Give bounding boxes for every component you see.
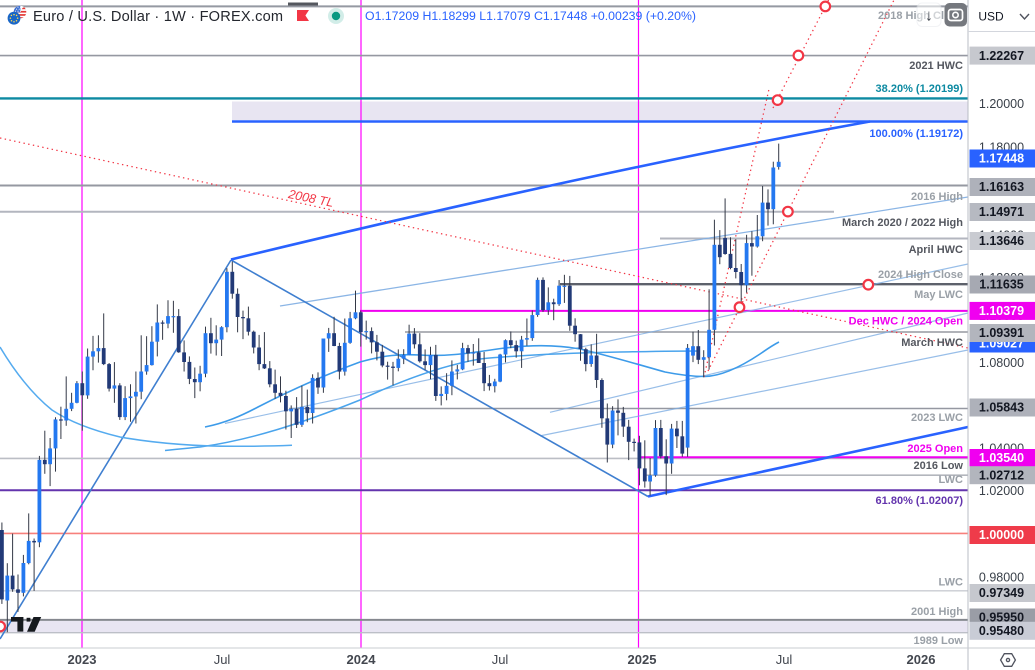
svg-text:March 2020 / 2022 High: March 2020 / 2022 High	[842, 217, 963, 229]
svg-text:LWC: LWC	[939, 474, 963, 486]
svg-text:2024: 2024	[347, 652, 377, 667]
svg-text:2026: 2026	[907, 652, 936, 667]
svg-text:1.22267: 1.22267	[979, 49, 1024, 63]
svg-text:100.00% (1.19172): 100.00% (1.19172)	[869, 128, 963, 140]
svg-text:↓: ↓	[925, 8, 933, 25]
svg-text:2025 Open: 2025 Open	[907, 443, 963, 455]
svg-text:1.05843: 1.05843	[979, 401, 1024, 415]
svg-text:1.10379: 1.10379	[979, 304, 1024, 318]
svg-text:2001 High: 2001 High	[911, 606, 963, 618]
svg-text:Jul: Jul	[776, 652, 793, 667]
svg-text:61.80% (1.02007): 61.80% (1.02007)	[876, 495, 964, 507]
svg-text:2024 High Close: 2024 High Close	[878, 269, 963, 281]
svg-text:1.20000: 1.20000	[979, 97, 1024, 111]
svg-text:1.14971: 1.14971	[979, 205, 1024, 219]
svg-text:Dec HWC / 2024 Open: Dec HWC / 2024 Open	[849, 316, 964, 328]
svg-text:USD: USD	[978, 10, 1004, 24]
svg-text:2025: 2025	[628, 652, 657, 667]
svg-text:1.16163: 1.16163	[979, 180, 1024, 194]
svg-text:April HWC: April HWC	[909, 244, 963, 256]
svg-text:2016 Low: 2016 Low	[913, 460, 963, 472]
svg-text:0.98000: 0.98000	[979, 570, 1024, 584]
svg-text:May LWC: May LWC	[914, 289, 963, 301]
svg-text:Jul: Jul	[214, 652, 231, 667]
svg-text:38.20% (1.20199): 38.20% (1.20199)	[876, 83, 964, 95]
svg-text:1.08000: 1.08000	[979, 356, 1024, 370]
svg-text:2021 HWC: 2021 HWC	[909, 60, 963, 72]
svg-text:0.95480: 0.95480	[979, 624, 1024, 638]
svg-text:1.03540: 1.03540	[979, 451, 1024, 465]
svg-text:March HWC: March HWC	[901, 337, 963, 349]
svg-text:2016 High: 2016 High	[911, 191, 963, 203]
svg-text:1.13646: 1.13646	[979, 234, 1024, 248]
svg-text:LWC: LWC	[939, 577, 963, 589]
svg-text:1989 Low: 1989 Low	[913, 635, 963, 647]
svg-text:1.11635: 1.11635	[979, 278, 1024, 292]
svg-text:2023 LWC: 2023 LWC	[911, 412, 963, 424]
svg-text:2023: 2023	[68, 652, 97, 667]
svg-text:1.02000: 1.02000	[979, 484, 1024, 498]
svg-text:1.17448: 1.17448	[979, 152, 1024, 166]
svg-text:0.95950: 0.95950	[979, 611, 1024, 625]
svg-text:1.00000: 1.00000	[979, 528, 1024, 542]
svg-text:1.02712: 1.02712	[979, 468, 1024, 482]
svg-text:O1.17209 H1.18299 L1.17079 C1.: O1.17209 H1.18299 L1.17079 C1.17448 +0.0…	[365, 9, 696, 23]
svg-text:0.97349: 0.97349	[979, 586, 1024, 600]
svg-text:Euro / U.S. Dollar · 1W · FORE: Euro / U.S. Dollar · 1W · FOREX.com	[33, 9, 283, 25]
svg-text:1.09391: 1.09391	[979, 326, 1024, 340]
svg-text:Jul: Jul	[492, 652, 509, 667]
